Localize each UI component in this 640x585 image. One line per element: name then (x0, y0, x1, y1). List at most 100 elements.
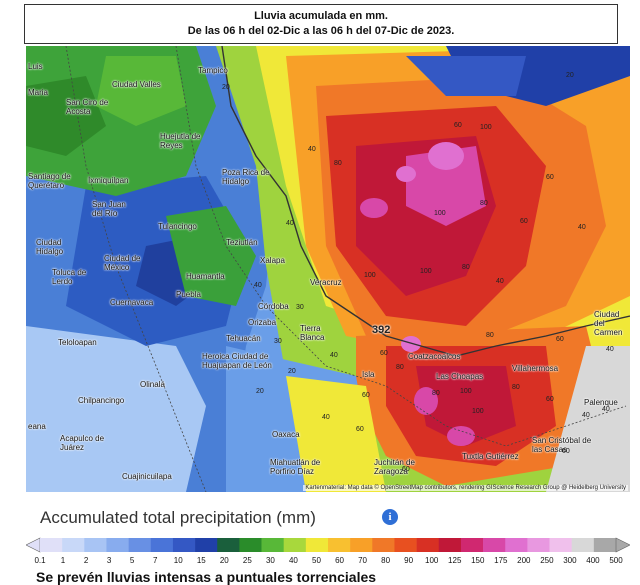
contour-label: 60 (556, 336, 564, 343)
scale-tick-label: 70 (358, 556, 367, 565)
contour-label: 100 (460, 388, 472, 395)
place-label: San Ciro de Acosta (66, 98, 109, 116)
place-label: Olinalá (140, 380, 165, 389)
contour-label: 40 (582, 412, 590, 419)
scale-color-cell (128, 538, 152, 552)
place-label: Huamantla (186, 272, 225, 281)
place-label: Acapulco de Juárez (60, 434, 105, 452)
scale-color-cell (328, 538, 351, 552)
place-label: eana (28, 422, 46, 431)
scale-arrow-right (615, 537, 630, 553)
scale-color-cell (283, 538, 307, 552)
scale-tick-label: 20 (219, 556, 229, 565)
contour-label: 100 (364, 272, 376, 279)
contour-label: 40 (308, 146, 316, 153)
scale-color-cell (593, 538, 617, 552)
contour-label: 60 (546, 174, 554, 181)
scale-tick-row: 0.1 1 2 3 5 7 10 15 20 25 30 40 50 60 70 80 90 100 125 150 1… (0, 556, 640, 568)
precipitation-map[interactable]: Luis Maria Ciudad Valles San Ciro de Aco… (26, 46, 630, 492)
place-label: Chilpancingo (78, 396, 125, 405)
contour-label: 80 (334, 160, 342, 167)
scale-color-cell (416, 538, 440, 552)
scale-tick-label: 15 (196, 556, 206, 565)
place-label: Toluca de Lerdo (52, 268, 87, 286)
contour-label: 40 (330, 352, 338, 359)
place-label: Palenque (584, 398, 618, 407)
place-label: Tehuacán (226, 334, 261, 343)
place-label: Veracruz (310, 278, 342, 287)
title-line-2: De las 06 h del 02-Dic a las 06 h del 07… (187, 25, 455, 37)
place-label: Juchitán de Zaragoza (374, 458, 415, 476)
contour-label: 60 (402, 466, 410, 473)
contour-label: 40 (496, 278, 504, 285)
scale-tick-label: 300 (563, 556, 577, 565)
scale-color-cell (350, 538, 373, 552)
contour-label: 40 (602, 406, 610, 413)
info-icon[interactable]: i (382, 509, 398, 525)
scale-tick-label: 250 (540, 556, 554, 565)
legend-title: Accumulated total precipitation (mm) (40, 508, 316, 527)
contour-label: 30 (274, 338, 282, 345)
scale-tick-label: 30 (265, 556, 275, 565)
place-label: Maria (28, 88, 49, 97)
place-label: Orizaba (248, 318, 277, 327)
scale-color-cell (261, 538, 284, 552)
scale-tick-label: 10 (173, 556, 183, 565)
scale-color-cell (505, 538, 528, 552)
contour-label: 40 (606, 346, 614, 353)
contour-label: 20 (222, 84, 230, 91)
scale-color-cell (571, 538, 595, 552)
scale-tick-label: 80 (381, 556, 391, 565)
place-label: Córdoba (258, 302, 289, 311)
place-label: Xalapa (260, 256, 285, 265)
place-label: Ciudad Valles (112, 80, 161, 89)
place-label: Oaxaca (272, 430, 300, 439)
contour-label: 40 (578, 224, 586, 231)
scale-tick-label: 3 (106, 556, 112, 565)
contour-label: 60 (546, 396, 554, 403)
place-label: Isla (362, 370, 375, 379)
contour-label: 60 (454, 122, 462, 129)
contour-label: 20 (288, 368, 296, 375)
place-label: Santiago de Querétaro (28, 172, 71, 190)
scale-color-cell (106, 538, 129, 552)
contour-label: 100 (434, 210, 446, 217)
place-label: Ixmiquilpan (88, 176, 129, 185)
map-attribution: Kartenmaterial: Map data © OpenStreetMap… (303, 485, 628, 491)
scale-tick-label: 200 (517, 556, 531, 565)
color-scale-bar (26, 537, 630, 553)
scale-color-cell (172, 538, 196, 552)
contour-label: 80 (396, 364, 404, 371)
scale-tick-label: 100 (424, 556, 439, 565)
scale-color-cell (195, 538, 218, 552)
scale-tick-label: 7 (152, 556, 158, 565)
title-line-1: Lluvia acumulada en mm. (254, 10, 388, 22)
scale-tick-label: 400 (586, 556, 600, 565)
place-label: San Juan del Río (92, 200, 126, 218)
contour-label: 80 (512, 384, 520, 391)
place-label: Heroica Ciudad de Huajuapan de León (202, 352, 272, 370)
place-label: Ciudad Hidalgo (36, 238, 64, 256)
contour-label: 100 (420, 268, 432, 275)
place-label: Tuxtla Gutiérrez (462, 452, 519, 461)
scale-tick-label: 175 (494, 556, 508, 565)
contour-label: 100 (472, 408, 484, 415)
place-label: Teloloapan (58, 338, 97, 347)
scale-color-cell (84, 538, 107, 552)
contour-label: 20 (256, 388, 264, 395)
scale-color-cell (483, 538, 506, 552)
scale-tick-label: 90 (404, 556, 414, 565)
scale-color-cell (150, 538, 174, 552)
scale-tick-label: 2 (83, 556, 89, 565)
scale-color-cell (372, 538, 395, 552)
scale-tick-label: 125 (448, 556, 462, 565)
contour-label: 60 (520, 218, 528, 225)
scale-color-cell (217, 538, 240, 552)
contour-label: 30 (296, 304, 304, 311)
peak-value-marker: 392 (372, 324, 391, 336)
place-label: Las Choapas (436, 372, 484, 381)
contour-label: 100 (480, 124, 492, 131)
scale-color-cell (62, 538, 85, 552)
place-label: Poza Rica de Hidalgo (222, 168, 270, 186)
scale-color-cell (438, 538, 462, 552)
